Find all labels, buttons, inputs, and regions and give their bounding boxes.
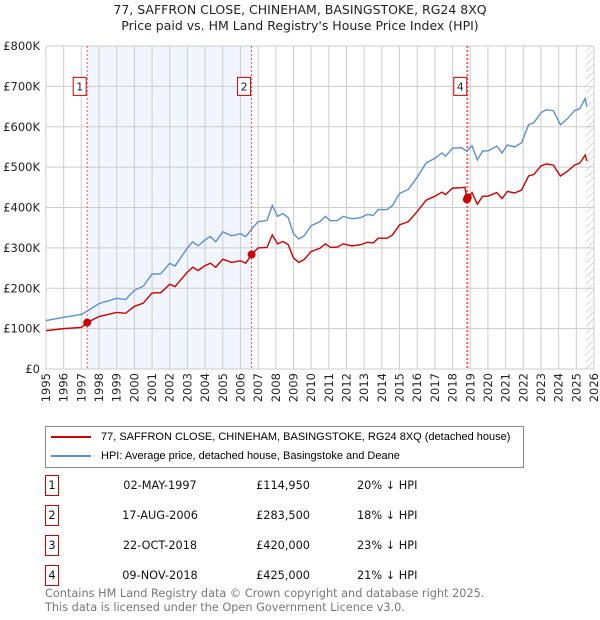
- sale-price: £114,950: [256, 479, 310, 492]
- x-tick-label: 2024: [552, 373, 566, 402]
- sale-number: 1: [45, 475, 59, 496]
- sale-marker-label-2: 2: [241, 80, 248, 93]
- sale-date: 22-OCT-2018: [122, 539, 198, 552]
- y-tick-label: £800K: [3, 39, 40, 53]
- x-tick-label: 2014: [375, 373, 389, 402]
- x-tick-label: 2013: [357, 373, 371, 402]
- x-tick-label: 2001: [145, 373, 159, 402]
- sale-marker-label-1: 1: [76, 80, 83, 93]
- plot-area: 1995 1996 1997 1998 1999 2000 2001 2002 2003 2004…: [3, 39, 600, 402]
- x-tick-label: 2026: [587, 373, 600, 402]
- x-tick-label: 2020: [481, 373, 495, 402]
- sale-hpi-diff: 18% ↓ HPI: [357, 509, 418, 522]
- chart-subtitle: Price paid vs. HM Land Registry's House …: [121, 18, 479, 33]
- sale-date: 09-NOV-2018: [122, 569, 198, 582]
- x-tick-label: 1998: [92, 373, 106, 402]
- sale-marker-box-2: [237, 76, 252, 96]
- y-tick-label: £0: [25, 362, 40, 376]
- sale-marker-box-1: [72, 76, 87, 96]
- x-tick-label: 2023: [534, 373, 548, 402]
- sale-number: 4: [45, 565, 59, 586]
- y-tick-label: £200K: [3, 281, 40, 295]
- sale-hpi-diff: 20% ↓ HPI: [357, 479, 418, 492]
- x-tick-label: 2018: [446, 373, 460, 402]
- x-tick-label: 2008: [269, 373, 283, 402]
- x-tick-label: 2002: [163, 373, 177, 402]
- legend-label-property: 77, SAFFRON CLOSE, CHINEHAM, BASINGSTOKE…: [101, 431, 511, 443]
- x-tick-label: 1995: [39, 373, 53, 402]
- legend-line-hpi: [51, 455, 91, 457]
- sale-number: 3: [45, 535, 59, 556]
- sale-point-4: [463, 193, 472, 202]
- legend-line-property: [51, 436, 91, 438]
- sale-price: £420,000: [256, 539, 310, 552]
- x-tick-label: 2010: [304, 373, 318, 402]
- y-tick-label: £300K: [3, 241, 40, 255]
- sale-price: £283,500: [256, 509, 310, 522]
- footer-line-2: This data is licensed under the Open Gov…: [45, 601, 405, 614]
- footer-line-1: Contains HM Land Registry data © Crown c…: [45, 587, 485, 600]
- y-tick-label: £400K: [3, 201, 40, 215]
- x-tick-label: 2000: [127, 373, 141, 402]
- legend: 77, SAFFRON CLOSE, CHINEHAM, BASINGSTOKE…: [45, 426, 524, 468]
- x-tick-label: 2015: [393, 373, 407, 402]
- x-tick-label: 2007: [251, 373, 265, 402]
- x-tick-label: 2003: [180, 373, 194, 402]
- sale-number: 2: [45, 505, 59, 526]
- sale-price: £425,000: [256, 569, 310, 582]
- x-tick-label: 2011: [322, 373, 336, 402]
- x-tick-label: 2005: [216, 373, 230, 402]
- x-tick-label: 2025: [569, 373, 583, 402]
- x-tick-label: 2019: [463, 373, 477, 402]
- x-tick-label: 2009: [286, 373, 300, 402]
- x-tick-label: 2012: [340, 373, 354, 402]
- x-tick-label: 2017: [428, 373, 442, 402]
- footer: Contains HM Land Registry data © Crown c…: [45, 587, 484, 615]
- property-line: [45, 153, 588, 332]
- sale-date: 02-MAY-1997: [123, 479, 197, 492]
- x-tick-label: 1996: [57, 373, 71, 402]
- sale-marker-label-4: 4: [457, 80, 464, 93]
- sale-hpi-diff: 23% ↓ HPI: [357, 539, 418, 552]
- legend-label-hpi: HPI: Average price, detached house, Basi…: [101, 450, 400, 462]
- x-tick-label: 2022: [516, 373, 530, 402]
- sale-marker-box-4: [453, 76, 468, 96]
- sale-hpi-diff: 21% ↓ HPI: [357, 569, 418, 582]
- x-tick-label: 2021: [499, 373, 513, 402]
- x-tick-label: 1997: [74, 373, 88, 402]
- x-tick-label: 2016: [410, 373, 424, 402]
- hpi-line: [45, 96, 588, 322]
- sale-point-2: [247, 250, 256, 259]
- y-tick-label: £500K: [3, 160, 40, 174]
- x-tick-label: 2006: [233, 373, 247, 402]
- y-tick-label: £600K: [3, 120, 40, 134]
- sale-point-1: [83, 318, 92, 327]
- x-tick-label: 1999: [110, 373, 124, 402]
- chart-title: 77, SAFFRON CLOSE, CHINEHAM, BASINGSTOKE…: [113, 2, 487, 17]
- x-tick-label: 2004: [198, 373, 212, 402]
- y-tick-label: £100K: [3, 322, 40, 336]
- sale-date: 17-AUG-2006: [122, 509, 198, 522]
- y-tick-label: £700K: [3, 79, 40, 93]
